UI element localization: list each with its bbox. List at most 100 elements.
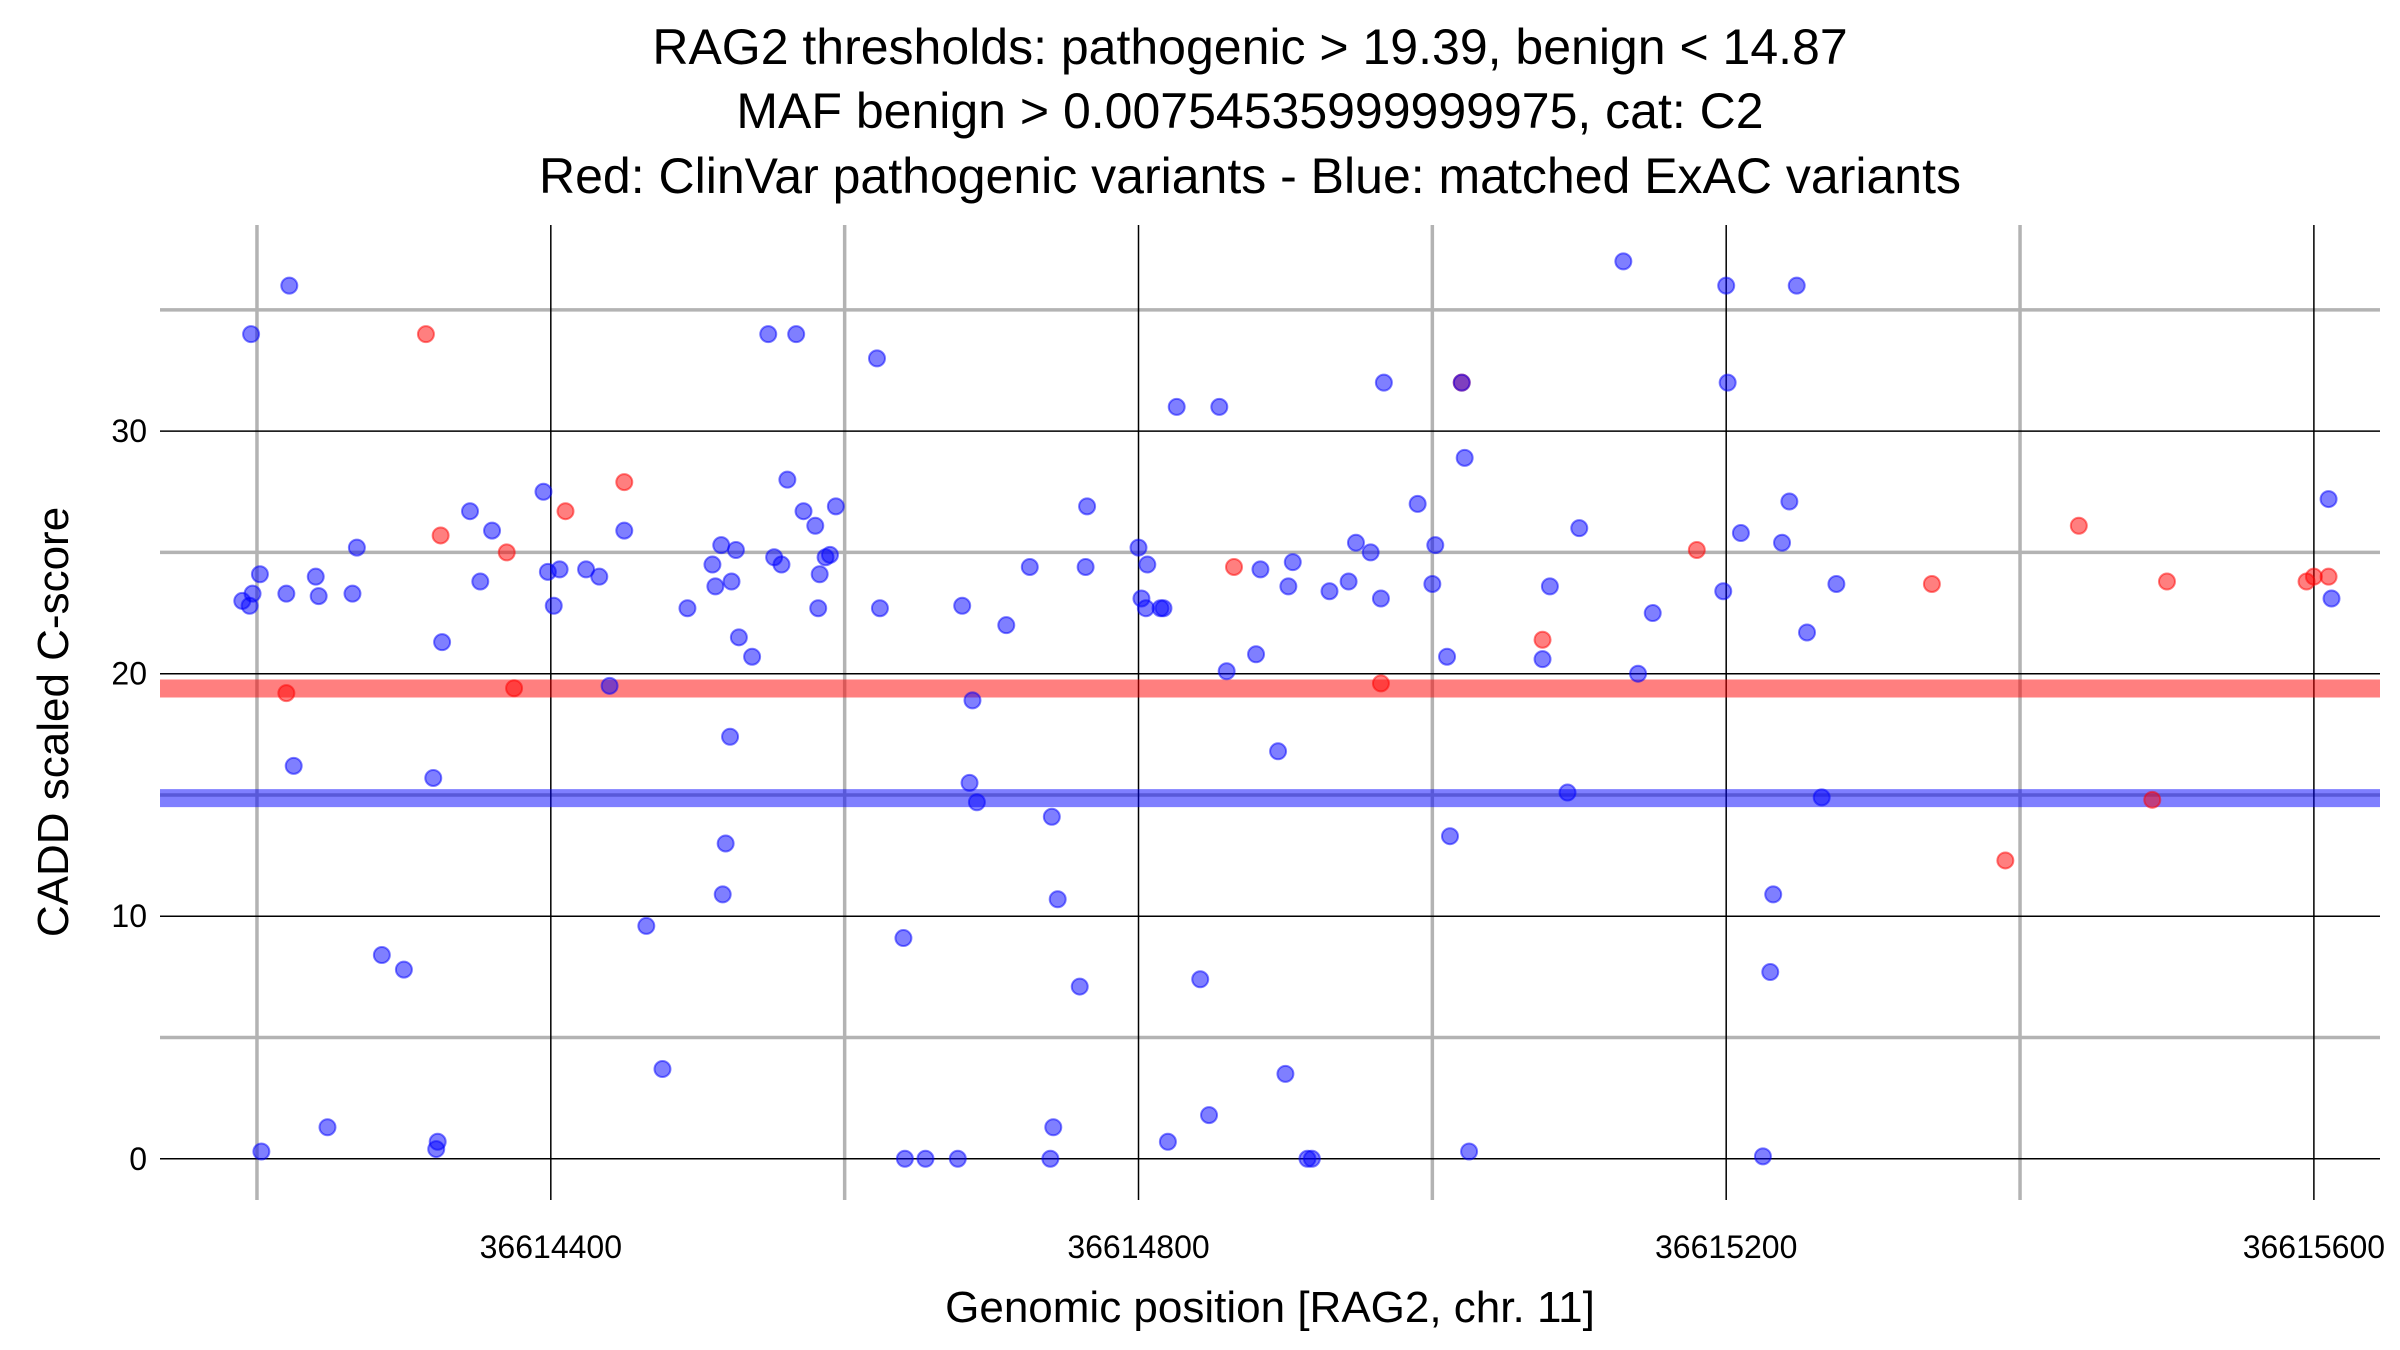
exac-matched-point <box>1787 276 1806 295</box>
exac-matched-point <box>712 536 731 555</box>
exac-matched-point <box>794 502 813 521</box>
exac-matched-point <box>284 756 303 775</box>
exac-matched-point <box>1191 970 1210 989</box>
clinvar-pathogenic-point <box>2319 567 2338 586</box>
exac-matched-point <box>997 616 1016 635</box>
exac-matched-point <box>963 691 982 710</box>
exac-matched-point <box>424 768 443 787</box>
x-tick-label: 36615600 <box>2243 1229 2385 1265</box>
exac-matched-point <box>1346 533 1365 552</box>
exac-matched-point <box>806 516 825 535</box>
exac-matched-point <box>1251 560 1270 579</box>
clinvar-pathogenic-point <box>556 502 575 521</box>
exac-matched-point <box>1718 373 1737 392</box>
exac-matched-point <box>948 1149 967 1168</box>
minor-gridlines <box>160 225 2380 1200</box>
exac-matched-point <box>1042 807 1061 826</box>
exac-matched-point <box>1423 574 1442 593</box>
clinvar-pathogenic-point <box>1687 541 1706 559</box>
exac-matched-point <box>1570 519 1589 538</box>
exac-matched-point <box>1279 577 1298 596</box>
exac-matched-point <box>772 555 791 574</box>
clinvar-pathogenic-point <box>2157 572 2176 591</box>
exac-matched-point <box>1138 555 1157 574</box>
x-axis-tick-labels: 36614400 36614800 36615200 36615600 <box>480 1229 2385 1265</box>
exac-matched-point <box>894 929 913 948</box>
exac-matched-point <box>1827 574 1846 593</box>
exac-matched-point <box>394 960 413 979</box>
exac-matched-point <box>461 502 480 521</box>
clinvar-pathogenic-point <box>615 473 634 492</box>
exac-matched-point <box>810 565 829 584</box>
exac-matched-point <box>743 647 762 666</box>
threshold-bands <box>160 679 2380 808</box>
exac-matched-point <box>1320 582 1339 601</box>
exac-matched-point <box>759 325 778 344</box>
clinvar-pathogenic-point <box>1225 557 1244 576</box>
exac-matched-point <box>967 793 986 812</box>
exac-matched-point <box>826 497 845 516</box>
exac-matched-point <box>1078 497 1097 516</box>
x-axis-label: Genomic position [RAG2, chr. 11] <box>945 1283 1595 1332</box>
exac-matched-point <box>550 560 569 579</box>
exac-matched-point <box>729 628 748 647</box>
exac-matched-point <box>2322 589 2341 608</box>
exac-matched-point <box>615 521 634 540</box>
exac-matched-point <box>343 584 362 603</box>
exac-matched-point <box>1020 557 1039 576</box>
y-tick-label: 30 <box>111 413 147 449</box>
exac-matched-point <box>1764 885 1783 904</box>
exac-matched-point <box>600 676 619 695</box>
exac-matched-point <box>372 946 391 965</box>
exac-matched-point <box>1812 788 1831 807</box>
title-line-3: Red: ClinVar pathogenic variants - Blue:… <box>539 148 1961 204</box>
x-tick-label: 36614800 <box>1067 1229 1209 1265</box>
exac-matched-point <box>1438 647 1457 666</box>
clinvar-pathogenic-point <box>1371 674 1390 693</box>
exac-matched-point <box>1614 252 1633 271</box>
exac-matched-point <box>1247 645 1266 664</box>
exac-matched-point <box>721 727 740 746</box>
exac-matched-point <box>1408 494 1427 513</box>
data-points <box>233 252 2341 1168</box>
y-tick-label: 0 <box>129 1141 147 1177</box>
exac-matched-point <box>1371 589 1390 608</box>
exac-matched-point <box>678 599 697 618</box>
exac-matched-point <box>1048 890 1067 909</box>
exac-matched-point <box>1041 1149 1060 1168</box>
clinvar-pathogenic-point <box>505 679 524 698</box>
exac-matched-point <box>590 567 609 586</box>
exac-matched-point <box>703 555 722 574</box>
exac-matched-point <box>1070 977 1089 996</box>
clinvar-pathogenic-point <box>497 543 516 562</box>
exac-matched-point <box>534 482 553 501</box>
exac-matched-point <box>713 885 732 904</box>
exac-matched-point <box>1129 538 1148 557</box>
exac-matched-point <box>1276 1064 1295 1083</box>
exac-matched-point <box>1540 577 1559 596</box>
exac-matched-point <box>1158 1132 1177 1151</box>
exac-matched-point <box>726 541 745 559</box>
title-line-1: RAG2 thresholds: pathogenic > 19.39, ben… <box>652 19 1847 75</box>
exac-matched-point <box>1302 1149 1321 1168</box>
exac-matched-point <box>1643 604 1662 623</box>
x-tick-label: 36615200 <box>1655 1229 1797 1265</box>
title-line-2: MAF benign > 0.00754535999999975, cat: C… <box>736 83 1763 139</box>
exac-matched-point <box>1210 397 1229 416</box>
exac-matched-point <box>1136 599 1155 618</box>
exac-matched-point <box>309 587 328 606</box>
exac-matched-point <box>277 584 296 603</box>
exac-matched-point <box>637 916 656 935</box>
exac-matched-point <box>1167 397 1186 416</box>
exac-matched-point <box>1731 524 1750 543</box>
exac-matched-point <box>809 599 828 618</box>
exac-matched-point <box>1717 276 1736 295</box>
exac-matched-point <box>1533 650 1552 669</box>
exac-matched-point <box>870 599 889 618</box>
exac-matched-point <box>483 521 502 540</box>
exac-matched-point <box>280 276 299 295</box>
exac-matched-point <box>433 633 452 652</box>
exac-matched-point <box>2319 490 2338 509</box>
y-tick-label: 20 <box>111 656 147 692</box>
